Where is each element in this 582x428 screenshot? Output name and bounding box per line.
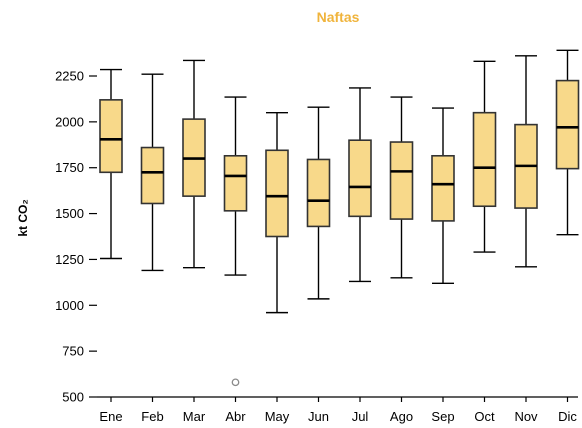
outlier-point: [231, 378, 240, 387]
box-nov: [514, 55, 538, 268]
box-iqr: [389, 141, 414, 220]
box-sep: [431, 107, 455, 284]
box-oct: [472, 60, 497, 253]
x-tick-label: Jun: [308, 409, 329, 424]
y-axis: 500 750 1000 1250 1500 1750 2000 2250: [55, 69, 97, 405]
y-tick-label: 1000: [55, 298, 84, 313]
box-mar: [182, 59, 206, 269]
box-abr: [223, 96, 248, 387]
x-tick-label: Ene: [99, 409, 122, 424]
y-tick-label: 2000: [55, 114, 84, 129]
chart-title: Naftas: [317, 9, 360, 25]
x-tick-label: Jul: [352, 409, 369, 424]
box-iqr: [348, 139, 372, 218]
y-axis-label: kt CO₂: [16, 199, 30, 236]
y-tick-label: 1500: [55, 206, 84, 221]
x-tick-label: Abr: [225, 409, 246, 424]
box-iqr: [140, 146, 165, 205]
y-tick-label: 1750: [55, 160, 84, 175]
y-tick-label: 1250: [55, 252, 84, 267]
x-tick-label: Feb: [141, 409, 163, 424]
box-jun: [306, 106, 331, 300]
y-tick-label: 750: [62, 344, 84, 359]
box-iqr: [431, 154, 455, 222]
box-ago: [389, 96, 414, 279]
y-tick-label: 500: [62, 390, 84, 405]
box-may: [265, 111, 289, 314]
box-iqr: [555, 79, 580, 170]
y-tick-label: 2250: [55, 69, 84, 84]
x-tick-label: Nov: [514, 409, 538, 424]
box-series: [99, 49, 580, 387]
x-tick-label: Sep: [431, 409, 454, 424]
x-tick-label: May: [265, 409, 290, 424]
x-tick-label: Dic: [558, 409, 577, 424]
x-tick-label: Ago: [390, 409, 413, 424]
box-jul: [348, 87, 372, 283]
box-iqr: [306, 158, 331, 228]
box-iqr: [99, 99, 123, 174]
box-iqr: [472, 111, 497, 208]
box-dic: [555, 49, 580, 236]
x-tick-label: Oct: [474, 409, 495, 424]
box-iqr: [223, 154, 248, 212]
x-tick-label: Mar: [183, 409, 206, 424]
box-iqr: [265, 149, 289, 238]
x-axis: Ene Feb Mar Abr May Jun Jul Ago Sep Oct Nov Dic: [97, 396, 578, 424]
box-ene: [99, 68, 123, 260]
box-feb: [140, 73, 165, 272]
